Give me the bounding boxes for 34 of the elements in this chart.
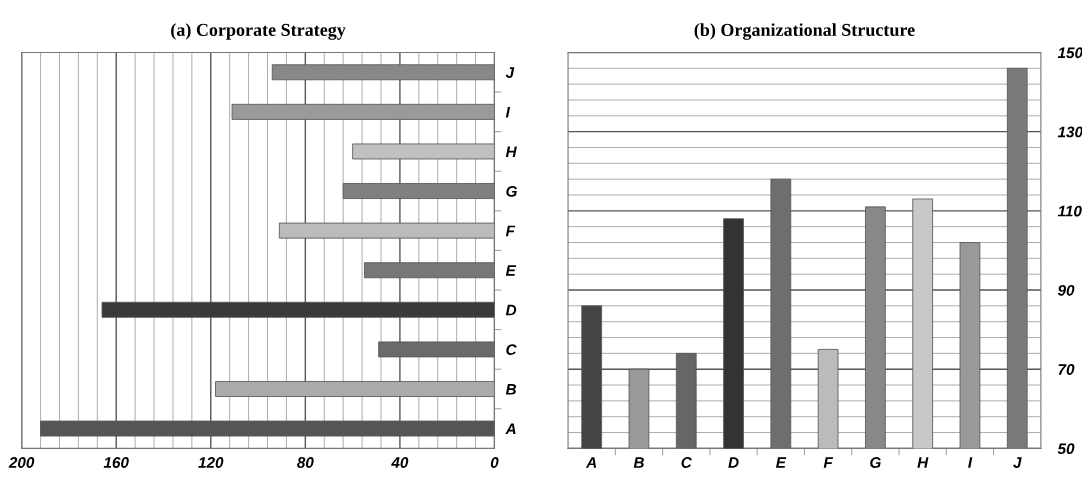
y-tick-label: A [505, 423, 516, 435]
x-tick-label: B [633, 457, 644, 468]
x-tick-label: 80 [297, 457, 314, 468]
x-tick-label: G [870, 457, 881, 468]
chart-title: (b) Organizational Structure [694, 23, 915, 40]
x-tick-label: A [585, 457, 597, 468]
y-tick-label: 110 [1057, 205, 1082, 217]
y-tick-label: 70 [1058, 364, 1075, 375]
x-tick-label: 200 [8, 457, 35, 468]
y-tick-label: 50 [1057, 443, 1075, 455]
chart-title: (a) Corporate Strategy [171, 23, 346, 40]
y-tick-label: J [505, 67, 515, 78]
x-tick-label: H [917, 457, 929, 468]
y-tick-label: F [505, 225, 516, 237]
y-tick-label: B [505, 384, 517, 395]
y-tick-label: C [506, 344, 517, 356]
y-tick-label: G [506, 185, 517, 197]
x-tick-label: 0 [490, 457, 499, 468]
y-tick-label: 130 [1057, 126, 1082, 138]
y-tick-label: H [505, 146, 517, 157]
y-tick-label: 90 [1057, 284, 1075, 296]
x-tick-label: 120 [198, 457, 224, 468]
x-tick-label: J [1013, 457, 1022, 468]
x-tick-label: 160 [103, 457, 129, 468]
y-tick-label: 150 [1057, 47, 1082, 59]
x-tick-label: E [776, 457, 787, 468]
x-tick-label: D [728, 457, 739, 468]
y-tick-label: I [505, 106, 511, 118]
x-tick-label: F [823, 457, 834, 468]
x-tick-label: C [681, 457, 692, 468]
x-tick-label: 40 [391, 457, 409, 468]
x-tick-label: I [968, 457, 973, 468]
y-tick-label: E [505, 265, 517, 276]
y-tick-label: D [505, 304, 517, 316]
